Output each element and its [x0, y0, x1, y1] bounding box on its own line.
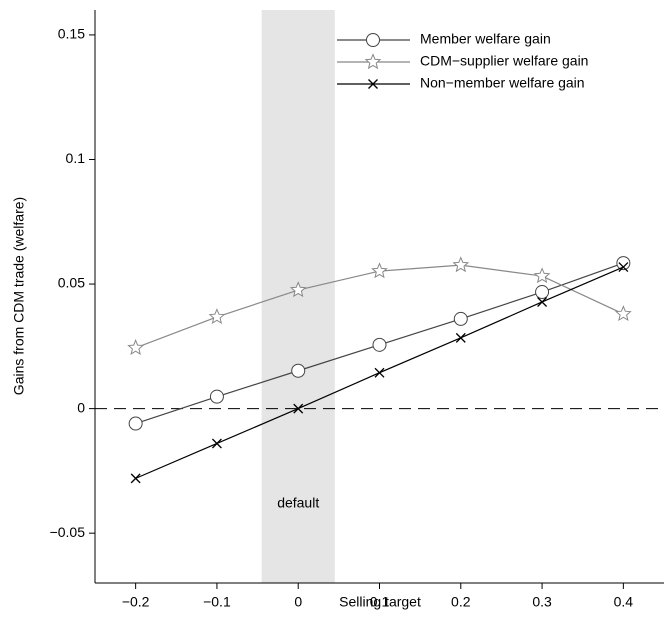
- marker: [209, 389, 224, 404]
- marker: [293, 403, 304, 414]
- y-tick-label: 0.15: [58, 26, 85, 42]
- marker: [208, 308, 226, 325]
- marker: [453, 311, 468, 326]
- legend-label: Member welfare gain: [420, 31, 551, 47]
- marker: [371, 262, 388, 279]
- x-tick-label: −0.2: [122, 594, 150, 610]
- marker: [289, 281, 307, 298]
- marker: [372, 337, 387, 352]
- marker: [130, 473, 141, 484]
- marker: [291, 363, 306, 378]
- marker: [537, 297, 548, 307]
- x-tick-label: 0.4: [614, 594, 634, 610]
- line: [135, 264, 624, 349]
- x-axis-label: Selling target: [339, 594, 421, 610]
- marker: [452, 256, 470, 273]
- y-axis-label: Gains from CDM trade (welfare): [11, 197, 27, 395]
- y-tick-label: −0.05: [50, 524, 86, 540]
- shaded-band: [261, 10, 335, 583]
- marker: [533, 267, 551, 284]
- marker: [455, 332, 466, 343]
- x-tick-label: 0: [294, 594, 302, 610]
- annotation: default: [277, 495, 319, 511]
- marker: [614, 305, 632, 322]
- x-tick-label: 0.1: [370, 594, 390, 610]
- marker: [211, 438, 222, 449]
- marker: [535, 285, 550, 300]
- marker: [618, 262, 629, 273]
- legend-label: CDM−supplier welfare gain: [420, 53, 588, 69]
- y-tick-label: 0.05: [58, 275, 85, 291]
- legend-marker: [368, 79, 378, 89]
- x-tick-label: 0.3: [532, 594, 552, 610]
- marker: [374, 367, 385, 378]
- legend-label: Non−member welfare gain: [420, 75, 585, 91]
- marker: [127, 338, 145, 355]
- marker: [128, 416, 143, 431]
- x-tick-label: −0.1: [203, 594, 231, 610]
- x-tick-label: 0.2: [451, 594, 471, 610]
- marker: [616, 256, 631, 271]
- y-tick-label: 0.1: [66, 150, 86, 166]
- y-tick-label: 0: [77, 399, 85, 415]
- legend-marker: [364, 53, 382, 70]
- legend-marker: [366, 33, 380, 47]
